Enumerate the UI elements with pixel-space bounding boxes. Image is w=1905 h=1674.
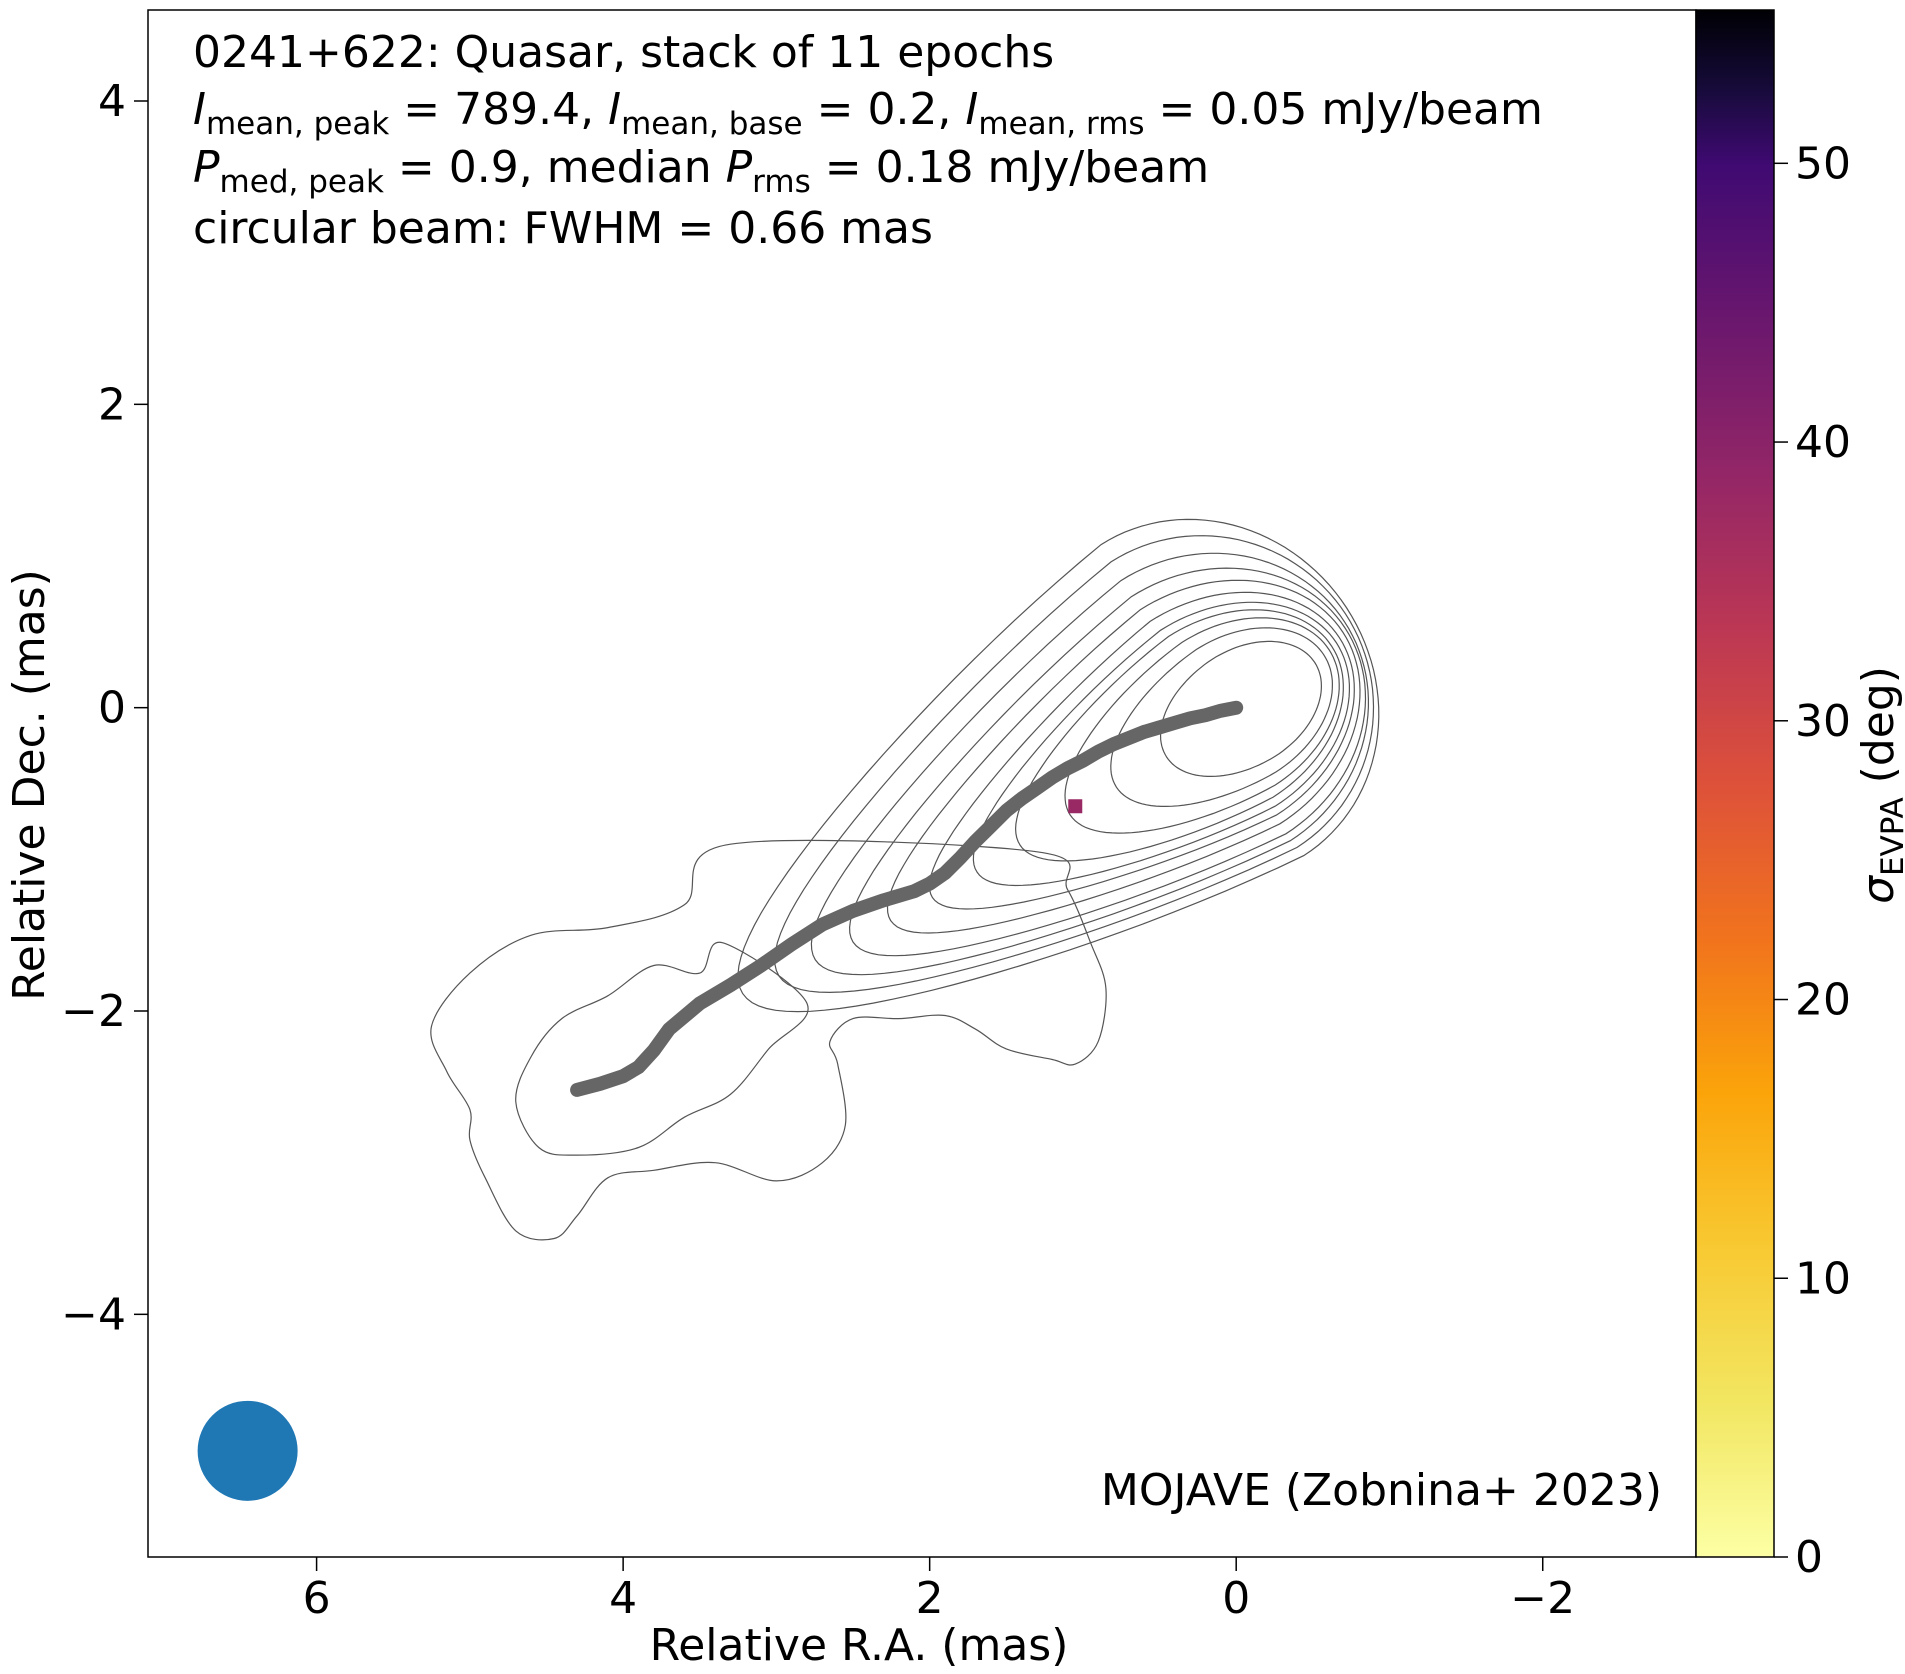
y-tick-label: −2 bbox=[61, 986, 126, 1037]
x-tick-label: 6 bbox=[303, 1573, 331, 1624]
y-axis-label: Relative Dec. (mas) bbox=[4, 569, 55, 1001]
evpa-point bbox=[1068, 799, 1083, 814]
x-tick-label: 0 bbox=[1222, 1573, 1250, 1624]
y-tick-label: −4 bbox=[61, 1289, 126, 1340]
contour-lines bbox=[430, 518, 1380, 1241]
colorbar-tick-label: 10 bbox=[1795, 1253, 1851, 1304]
colorbar-ticks: 0 10 20 30 40 50 bbox=[1774, 138, 1851, 1583]
ridge-line-path bbox=[570, 700, 1244, 1097]
contour-level bbox=[928, 591, 1355, 910]
colorbar-tick-label: 0 bbox=[1795, 1532, 1823, 1583]
colorbar-gradient bbox=[1695, 9, 1775, 1558]
contour-level bbox=[737, 518, 1380, 1013]
y-axis: 4 2 0 −2 −4 bbox=[61, 76, 148, 1340]
ridge-line bbox=[570, 700, 1244, 1097]
colorbar-tick-label: 40 bbox=[1795, 417, 1851, 468]
contour-level bbox=[1110, 627, 1334, 807]
contour-level bbox=[1064, 617, 1340, 834]
title-line-1: 0241+622: Quasar, stack of 11 epochs bbox=[193, 27, 1054, 78]
contour-outer bbox=[430, 839, 1107, 1241]
title-line-4: circular beam: FWHM = 0.66 mas bbox=[193, 203, 933, 254]
colorbar-tick-label: 20 bbox=[1795, 975, 1851, 1026]
beam-ellipse bbox=[197, 1400, 298, 1501]
contour-level bbox=[1160, 640, 1323, 777]
title-line-2: Imean, peak = 789.4, Imean, base = 0.2, … bbox=[193, 84, 1543, 142]
x-tick-label: 2 bbox=[916, 1573, 944, 1624]
x-axis: 6 4 2 0 −2 bbox=[303, 1557, 1575, 1624]
contour-level bbox=[810, 552, 1369, 976]
x-tick-label: 4 bbox=[609, 1573, 637, 1624]
colorbar-tick-label: 50 bbox=[1795, 138, 1851, 189]
contour-level bbox=[1014, 609, 1344, 862]
contour-level bbox=[972, 601, 1350, 887]
contour-outer bbox=[515, 941, 809, 1156]
y-tick-label: 2 bbox=[98, 379, 126, 430]
colorbar-tick-label: 30 bbox=[1795, 696, 1851, 747]
x-tick-label: −2 bbox=[1510, 1573, 1575, 1624]
contour-level bbox=[886, 579, 1361, 934]
contour-level bbox=[774, 535, 1375, 994]
contour-level bbox=[848, 567, 1367, 957]
y-tick-label: 0 bbox=[98, 683, 126, 734]
evpa-markers bbox=[1068, 799, 1083, 814]
annotation-block: 0241+622: Quasar, stack of 11 epochs Ime… bbox=[193, 27, 1543, 254]
x-axis-label: Relative R.A. (mas) bbox=[650, 1620, 1069, 1671]
title-line-3: Pmed, peak = 0.9, median Prms = 0.18 mJy… bbox=[193, 142, 1209, 200]
colorbar-label: σEVPA (deg) bbox=[1853, 666, 1905, 904]
colorbar: 0 10 20 30 40 50 σEVPA (deg) bbox=[1695, 9, 1905, 1583]
plot-area bbox=[147, 9, 1697, 1558]
y-tick-label: 4 bbox=[98, 76, 126, 127]
credit-label: MOJAVE (Zobnina+ 2023) bbox=[1101, 1465, 1662, 1516]
